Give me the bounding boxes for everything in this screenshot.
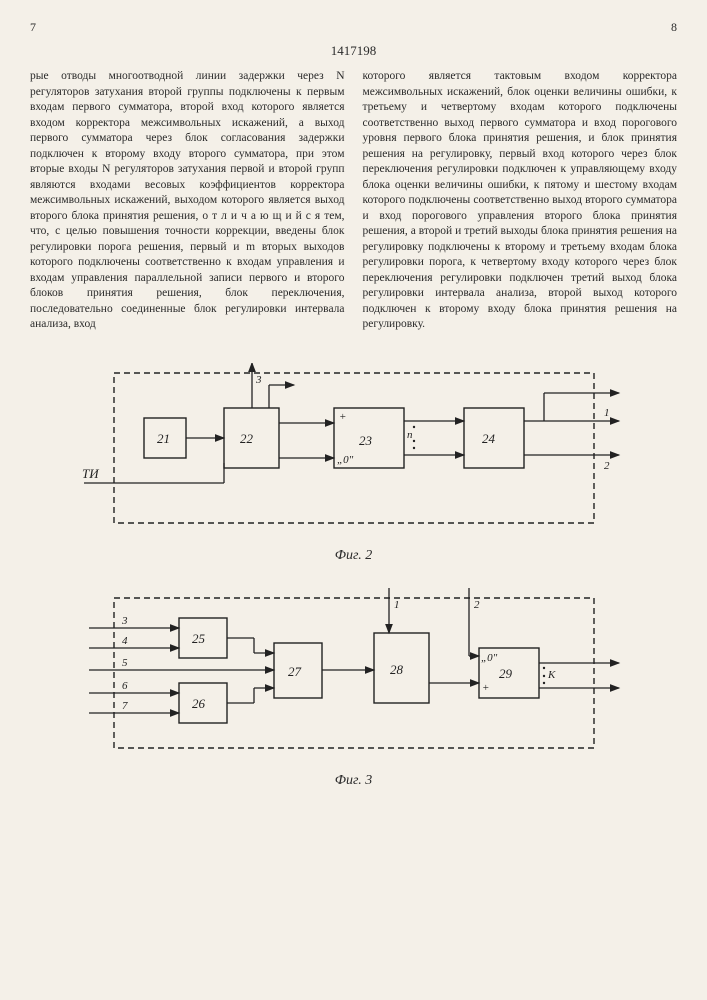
doc-number: 1417198 <box>30 43 677 59</box>
b23-zero: „0" <box>337 454 354 466</box>
figure-3: 25 26 27 28 29 „0" + 3 4 5 6 7 1 2 К <box>74 588 634 763</box>
b23-plus: + <box>339 411 346 423</box>
lbl-in5: 5 <box>122 657 128 669</box>
lbl-out2: 2 <box>604 460 610 472</box>
lbl-k: К <box>547 669 556 681</box>
b29-label: 29 <box>499 666 513 681</box>
lbl-out1: 1 <box>604 407 610 419</box>
figure-2: 21 22 23 + „0" 24 n 3 ТИ 1 2 <box>74 363 634 538</box>
b21-label: 21 <box>157 431 170 446</box>
column-right: которого является тактовым входом коррек… <box>363 69 678 333</box>
lbl-top3: 3 <box>255 374 262 386</box>
lbl-top1: 1 <box>394 599 400 611</box>
b29-zero: „0" <box>481 652 498 664</box>
lbl-in3: 3 <box>121 615 128 627</box>
lbl-top2: 2 <box>474 599 480 611</box>
lbl-in6: 6 <box>122 680 128 692</box>
b26-label: 26 <box>192 696 206 711</box>
fig3-svg: 25 26 27 28 29 „0" + 3 4 5 6 7 1 2 К <box>74 588 634 763</box>
b23-label: 23 <box>359 433 373 448</box>
col-right-text: которого является тактовым входом коррек… <box>363 70 678 330</box>
fig3-caption: Фиг. 3 <box>30 773 677 789</box>
fig2-caption: Фиг. 2 <box>30 548 677 564</box>
page-left: 7 <box>30 20 36 35</box>
b24-label: 24 <box>482 431 496 446</box>
lbl-in4: 4 <box>122 635 128 647</box>
lbl-ti: ТИ <box>82 466 99 481</box>
b28-label: 28 <box>390 662 404 677</box>
fig2-svg: 21 22 23 + „0" 24 n 3 ТИ 1 2 <box>74 363 634 538</box>
b27-label: 27 <box>288 664 302 679</box>
col-left-text: рые отводы многоотводной линии задержки … <box>30 70 345 330</box>
lbl-n: n <box>407 429 413 441</box>
page-right: 8 <box>671 20 677 35</box>
page-header: 7 8 <box>30 20 677 35</box>
column-left: рые отводы многоотводной линии задержки … <box>30 69 345 333</box>
lbl-in7: 7 <box>122 700 128 712</box>
b22-label: 22 <box>240 431 254 446</box>
body-text: рые отводы многоотводной линии задержки … <box>30 69 677 333</box>
b25-label: 25 <box>192 631 206 646</box>
b29-plus: + <box>482 682 489 694</box>
